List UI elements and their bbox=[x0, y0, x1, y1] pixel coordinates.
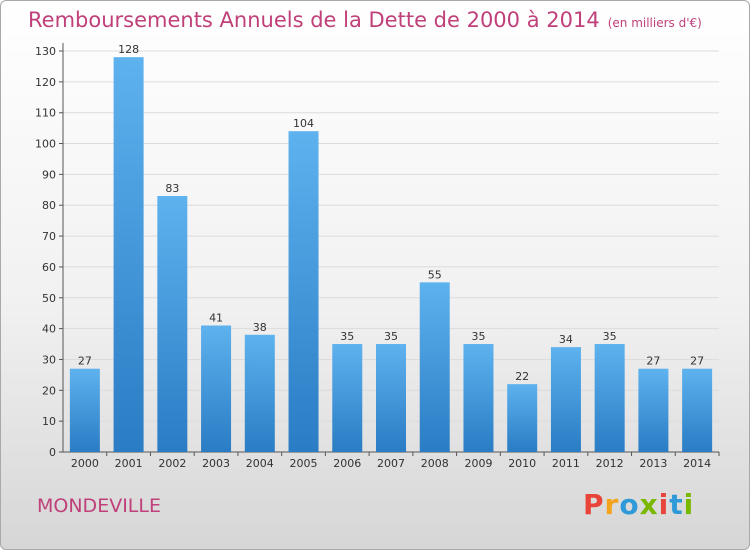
x-tick-label-2010: 2010 bbox=[508, 457, 536, 470]
bar-2009 bbox=[463, 344, 494, 452]
y-tick-label-0: 0 bbox=[49, 446, 56, 459]
logo-letter: t bbox=[669, 488, 684, 521]
bar-2010 bbox=[507, 384, 538, 452]
x-tick-label-2008: 2008 bbox=[421, 457, 449, 470]
bar-2006 bbox=[332, 344, 363, 452]
x-tick-label-2004: 2004 bbox=[246, 457, 274, 470]
logo-letter: x bbox=[639, 488, 659, 521]
bar-2003 bbox=[201, 325, 232, 452]
y-tick-label-80: 80 bbox=[42, 199, 56, 212]
bar-2008 bbox=[419, 282, 450, 452]
y-tick-label-20: 20 bbox=[42, 384, 56, 397]
proxiti-logo: Proxiti bbox=[583, 488, 694, 521]
x-tick-label-2014: 2014 bbox=[683, 457, 711, 470]
bar-2011 bbox=[550, 347, 581, 452]
logo-letter: P bbox=[583, 488, 605, 521]
logo-letter: r bbox=[604, 488, 620, 521]
y-tick-label-90: 90 bbox=[42, 168, 56, 181]
bar-2007 bbox=[376, 344, 406, 452]
y-tick-label-50: 50 bbox=[42, 292, 56, 305]
data-label-2007: 35 bbox=[384, 330, 398, 343]
commune-name: MONDEVILLE bbox=[37, 495, 161, 517]
y-tick-label-130: 130 bbox=[35, 45, 56, 58]
y-tick-label-40: 40 bbox=[42, 323, 56, 336]
chart-title: Remboursements Annuels de la Dette de 20… bbox=[28, 8, 702, 32]
y-tick-label-70: 70 bbox=[42, 230, 56, 243]
data-label-2010: 22 bbox=[515, 370, 529, 383]
data-label-2006: 35 bbox=[340, 330, 354, 343]
logo-letter: i bbox=[658, 488, 670, 521]
chart-title-text: Remboursements Annuels de la Dette de 20… bbox=[28, 8, 600, 32]
data-label-2004: 38 bbox=[253, 321, 267, 334]
data-label-2012: 35 bbox=[603, 330, 617, 343]
x-tick-label-2012: 2012 bbox=[596, 457, 624, 470]
bar-2014 bbox=[682, 368, 713, 452]
y-tick-label-30: 30 bbox=[42, 353, 56, 366]
logo-letter: o bbox=[619, 488, 640, 521]
y-tick-label-10: 10 bbox=[42, 415, 56, 428]
bar-2000 bbox=[69, 368, 100, 452]
data-label-2000: 27 bbox=[78, 355, 92, 368]
x-tick-label-2000: 2000 bbox=[71, 457, 99, 470]
bar-2004 bbox=[244, 334, 275, 452]
y-tick-label-120: 120 bbox=[35, 76, 56, 89]
bar-2012 bbox=[594, 344, 625, 452]
x-tick-label-2003: 2003 bbox=[202, 457, 230, 470]
tick-labels: 0 10 20 30 40 50 60 70 80 90 100 110 120 130 2000 2001 2… bbox=[35, 45, 711, 470]
bars bbox=[69, 57, 713, 453]
x-tick-label-2011: 2011 bbox=[552, 457, 580, 470]
y-tick-label-60: 60 bbox=[42, 261, 56, 274]
bar-2001 bbox=[113, 57, 144, 453]
x-tick-label-2001: 2001 bbox=[115, 457, 143, 470]
data-label-2014: 27 bbox=[690, 355, 704, 368]
bar-2013 bbox=[638, 368, 669, 452]
y-tick-label-100: 100 bbox=[35, 138, 56, 151]
data-label-2009: 35 bbox=[471, 330, 485, 343]
logo-letter: i bbox=[683, 488, 695, 521]
y-tick-label-110: 110 bbox=[35, 107, 56, 120]
x-tick-label-2009: 2009 bbox=[464, 457, 492, 470]
x-tick-label-2002: 2002 bbox=[158, 457, 186, 470]
chart-unit: (en milliers d'€) bbox=[607, 16, 702, 30]
data-label-2002: 83 bbox=[165, 182, 179, 195]
data-label-2013: 27 bbox=[646, 355, 660, 368]
data-labels: 27 128 83 41 38 104 35 35 55 35 22 34 35 27 27 bbox=[78, 43, 704, 383]
x-tick-label-2007: 2007 bbox=[377, 457, 405, 470]
x-tick-label-2005: 2005 bbox=[290, 457, 318, 470]
bar-2005 bbox=[288, 131, 319, 452]
bar-2002 bbox=[157, 195, 188, 452]
x-tick-label-2006: 2006 bbox=[333, 457, 361, 470]
x-tick-label-2013: 2013 bbox=[639, 457, 667, 470]
data-label-2008: 55 bbox=[428, 268, 442, 281]
data-label-2005: 104 bbox=[293, 117, 314, 130]
data-label-2003: 41 bbox=[209, 312, 223, 325]
data-label-2011: 34 bbox=[559, 333, 573, 346]
data-label-2001: 128 bbox=[118, 43, 139, 56]
